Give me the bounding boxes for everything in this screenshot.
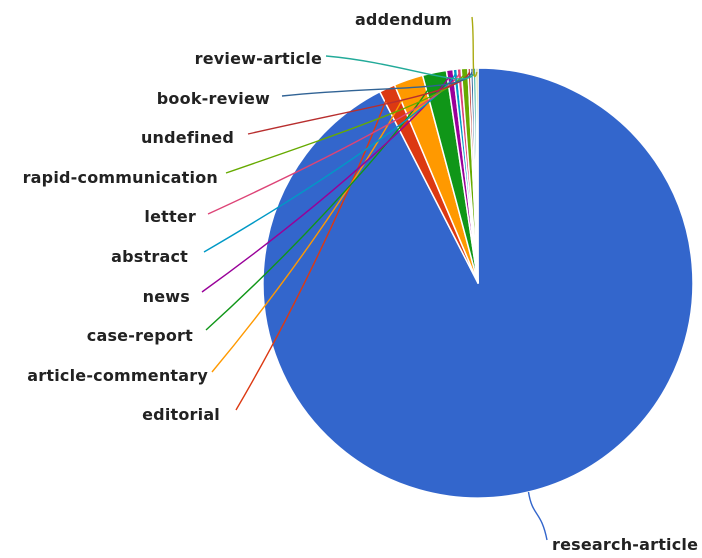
- slice-label-rapid-communication: rapid-communication: [23, 168, 218, 187]
- leader-line-research-article: [527, 491, 548, 541]
- leader-line-editorial: [235, 91, 390, 411]
- leader-line-case-report: [205, 76, 436, 331]
- slice-label-research-article: research-article: [552, 535, 698, 554]
- slice-label-article-commentary: article-commentary: [27, 366, 208, 385]
- slice-labels: research-article editorial article-comment…: [23, 10, 698, 554]
- slice-label-addendum: addendum: [355, 10, 452, 29]
- leader-line-letter: [207, 72, 461, 215]
- slice-label-letter: letter: [144, 207, 196, 226]
- slice-label-news: news: [143, 287, 190, 306]
- slice-label-abstract: abstract: [111, 247, 188, 266]
- leader-line-review-article: [325, 55, 476, 80]
- slice-label-undefined: undefined: [141, 128, 234, 147]
- leader-line-addendum: [471, 16, 478, 78]
- pie-slice-addendum: [475, 67, 479, 284]
- pie-slices: [262, 67, 694, 499]
- slice-label-book-review: book-review: [157, 89, 270, 108]
- leader-line-news: [201, 73, 451, 293]
- leader-line-rapid-communication: [225, 72, 466, 174]
- slice-label-review-article: review-article: [195, 49, 322, 68]
- slice-label-editorial: editorial: [142, 405, 220, 424]
- leader-lines: [201, 16, 548, 541]
- slice-label-case-report: case-report: [87, 326, 193, 345]
